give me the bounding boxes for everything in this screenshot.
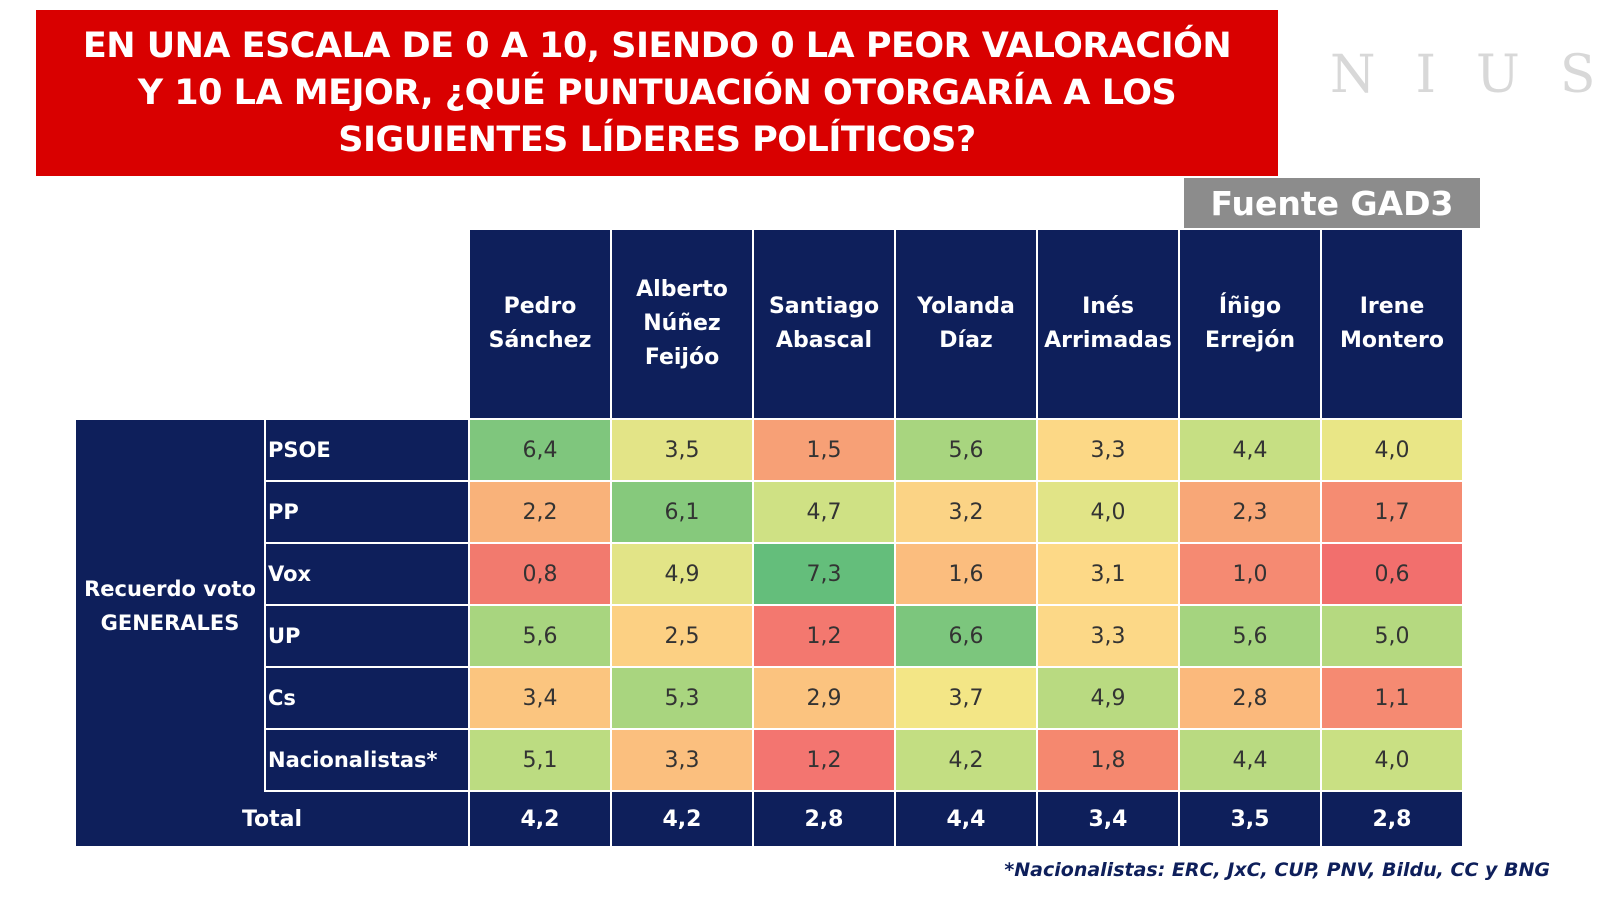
cell: 2,9: [754, 668, 894, 728]
cell: 5,6: [896, 420, 1036, 480]
column-header: Alberto Núñez Feijóo: [612, 230, 752, 418]
cell: 3,3: [612, 730, 752, 790]
cell: 3,7: [896, 668, 1036, 728]
row-label: Cs: [266, 668, 468, 728]
cell: 5,6: [1180, 606, 1320, 666]
cell: 4,0: [1038, 482, 1178, 542]
row-label: UP: [266, 606, 468, 666]
cell: 2,2: [470, 482, 610, 542]
title: EN UNA ESCALA DE 0 A 10, SIENDO 0 LA PEO…: [36, 10, 1278, 176]
total-label: Total: [76, 792, 468, 846]
cell: 1,6: [896, 544, 1036, 604]
total-cell: 3,4: [1038, 792, 1178, 846]
cell: 7,3: [754, 544, 894, 604]
total-cell: 2,8: [754, 792, 894, 846]
cell: 1,0: [1180, 544, 1320, 604]
row-label: Nacionalistas*: [266, 730, 468, 790]
group-label: Recuerdo voto GENERALES: [76, 420, 264, 792]
cell: 4,7: [754, 482, 894, 542]
column-header: Yolanda Díaz: [896, 230, 1036, 418]
cell: 4,0: [1322, 730, 1462, 790]
column-header: Pedro Sánchez: [470, 230, 610, 418]
row-label: Vox: [266, 544, 468, 604]
cell: 3,4: [470, 668, 610, 728]
cell: 4,0: [1322, 420, 1462, 480]
cell: 3,1: [1038, 544, 1178, 604]
cell: 2,3: [1180, 482, 1320, 542]
column-header: Santiago Abascal: [754, 230, 894, 418]
cell: 0,8: [470, 544, 610, 604]
cell: 1,5: [754, 420, 894, 480]
cell: 5,3: [612, 668, 752, 728]
total-cell: 2,8: [1322, 792, 1462, 846]
cell: 6,4: [470, 420, 610, 480]
cell: 3,3: [1038, 606, 1178, 666]
cell: 3,3: [1038, 420, 1178, 480]
cell: 1,2: [754, 730, 894, 790]
total-cell: 4,2: [612, 792, 752, 846]
cell: 4,4: [1180, 420, 1320, 480]
cell: 2,5: [612, 606, 752, 666]
cell: 1,2: [754, 606, 894, 666]
cell: 4,9: [612, 544, 752, 604]
cell: 4,4: [1180, 730, 1320, 790]
cell: 0,6: [1322, 544, 1462, 604]
source: Fuente GAD3: [1184, 178, 1480, 228]
cell: 1,1: [1322, 668, 1462, 728]
cell: 5,1: [470, 730, 610, 790]
cell: 6,6: [896, 606, 1036, 666]
total-cell: 3,5: [1180, 792, 1320, 846]
cell: 3,5: [612, 420, 752, 480]
cell: 1,7: [1322, 482, 1462, 542]
column-header: Íñigo Errejón: [1180, 230, 1320, 418]
total-cell: 4,4: [896, 792, 1036, 846]
footnote: *Nacionalistas: ERC, JxC, CUP, PNV, Bild…: [1004, 859, 1550, 881]
row-label: PP: [266, 482, 468, 542]
cell: 6,1: [612, 482, 752, 542]
cell: 3,2: [896, 482, 1036, 542]
cell: 1,8: [1038, 730, 1178, 790]
brand: NIUS: [1330, 45, 1596, 105]
cell: 2,8: [1180, 668, 1320, 728]
cell: 5,0: [1322, 606, 1462, 666]
cell: 5,6: [470, 606, 610, 666]
column-header: Irene Montero: [1322, 230, 1462, 418]
row-label: PSOE: [266, 420, 468, 480]
column-header: Inés Arrimadas: [1038, 230, 1178, 418]
total-cell: 4,2: [470, 792, 610, 846]
cell: 4,2: [896, 730, 1036, 790]
cell: 4,9: [1038, 668, 1178, 728]
